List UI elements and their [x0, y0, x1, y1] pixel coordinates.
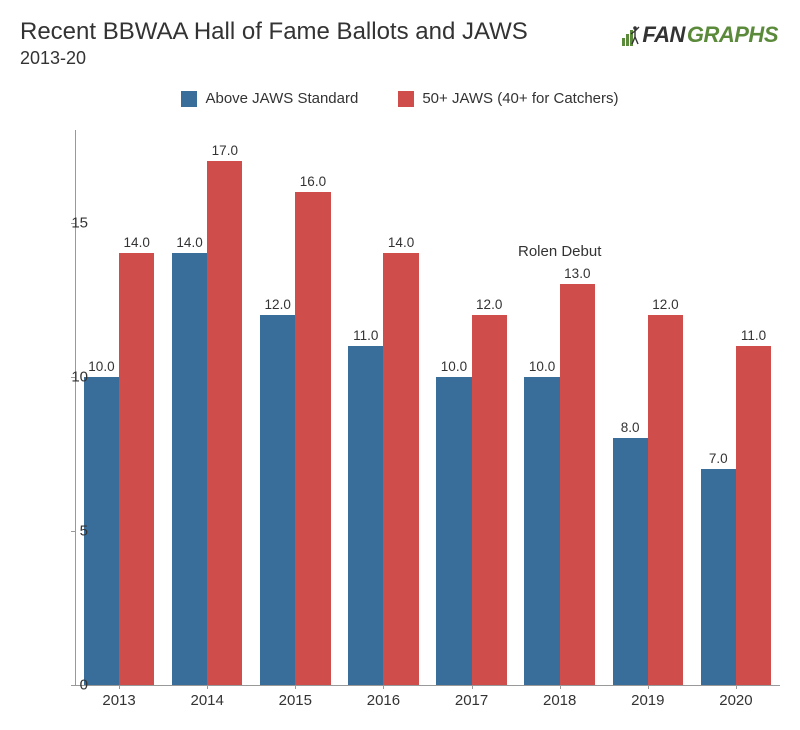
value-label: 13.0	[564, 266, 590, 281]
x-tick	[119, 685, 120, 689]
value-label: 10.0	[88, 359, 114, 374]
value-label: 17.0	[212, 143, 238, 158]
x-tick	[560, 685, 561, 689]
chart-container: Recent BBWAA Hall of Fame Ballots and JA…	[0, 0, 800, 730]
y-tick	[71, 377, 75, 378]
value-label: 12.0	[652, 297, 678, 312]
plot-area: 10.0 14.0 14.0 17.0 12.0 16.0 11.0 14.0 10.0 12.0…	[75, 130, 780, 685]
x-tick	[736, 685, 737, 689]
value-label: 7.0	[709, 451, 728, 466]
bar-series2	[119, 253, 154, 685]
bar-series2	[472, 315, 507, 685]
value-label: 10.0	[529, 359, 555, 374]
x-tick-label: 2017	[455, 692, 488, 709]
chart-title: Recent BBWAA Hall of Fame Ballots and JA…	[20, 18, 528, 46]
legend-item-series2: 50+ JAWS (40+ for Catchers)	[398, 90, 618, 107]
x-tick-label: 2019	[631, 692, 664, 709]
legend-swatch-series1	[181, 91, 197, 107]
x-tick	[383, 685, 384, 689]
value-label: 14.0	[124, 235, 150, 250]
x-tick-label: 2015	[279, 692, 312, 709]
x-tick	[648, 685, 649, 689]
value-label: 11.0	[741, 328, 766, 343]
legend-item-series1: Above JAWS Standard	[181, 90, 358, 107]
legend-swatch-series2	[398, 91, 414, 107]
bar-series2	[295, 192, 330, 685]
chart-subtitle: 2013-20	[20, 48, 86, 69]
value-label: 8.0	[621, 420, 640, 435]
x-tick	[295, 685, 296, 689]
value-label: 11.0	[353, 328, 378, 343]
y-tick	[71, 223, 75, 224]
x-axis	[75, 685, 780, 686]
bar-series2	[736, 346, 771, 685]
x-tick-label: 2013	[102, 692, 135, 709]
bar-series1	[172, 253, 207, 685]
annotation: Rolen Debut	[518, 243, 601, 260]
bar-series2	[207, 161, 242, 685]
bar-series1	[613, 438, 648, 685]
bar-series1	[260, 315, 295, 685]
x-tick	[472, 685, 473, 689]
bar-series2	[383, 253, 418, 685]
fangraphs-logo: FANGRAPHS	[622, 22, 778, 48]
bar-series1	[524, 377, 559, 685]
y-tick	[71, 685, 75, 686]
bar-series2	[560, 284, 595, 685]
value-label: 16.0	[300, 174, 326, 189]
bar-series1	[436, 377, 471, 685]
logo-text-fan: FAN	[642, 22, 685, 48]
y-tick-label: 0	[80, 677, 88, 694]
legend-label-series2: 50+ JAWS (40+ for Catchers)	[422, 90, 618, 107]
value-label: 12.0	[265, 297, 291, 312]
x-tick	[207, 685, 208, 689]
y-tick	[71, 531, 75, 532]
value-label: 12.0	[476, 297, 502, 312]
bar-series2	[648, 315, 683, 685]
x-tick-label: 2016	[367, 692, 400, 709]
bar-series1	[348, 346, 383, 685]
x-tick-label: 2014	[191, 692, 224, 709]
legend-label-series1: Above JAWS Standard	[205, 90, 358, 107]
fangraphs-logo-icon	[622, 24, 640, 46]
value-label: 14.0	[388, 235, 414, 250]
x-tick-label: 2020	[719, 692, 752, 709]
bar-series1	[84, 377, 119, 685]
bar-series1	[701, 469, 736, 685]
value-label: 14.0	[176, 235, 202, 250]
legend: Above JAWS Standard 50+ JAWS (40+ for Ca…	[0, 90, 800, 107]
logo-text-graphs: GRAPHS	[687, 22, 778, 48]
x-tick-label: 2018	[543, 692, 576, 709]
value-label: 10.0	[441, 359, 467, 374]
y-tick-label: 5	[80, 522, 88, 539]
